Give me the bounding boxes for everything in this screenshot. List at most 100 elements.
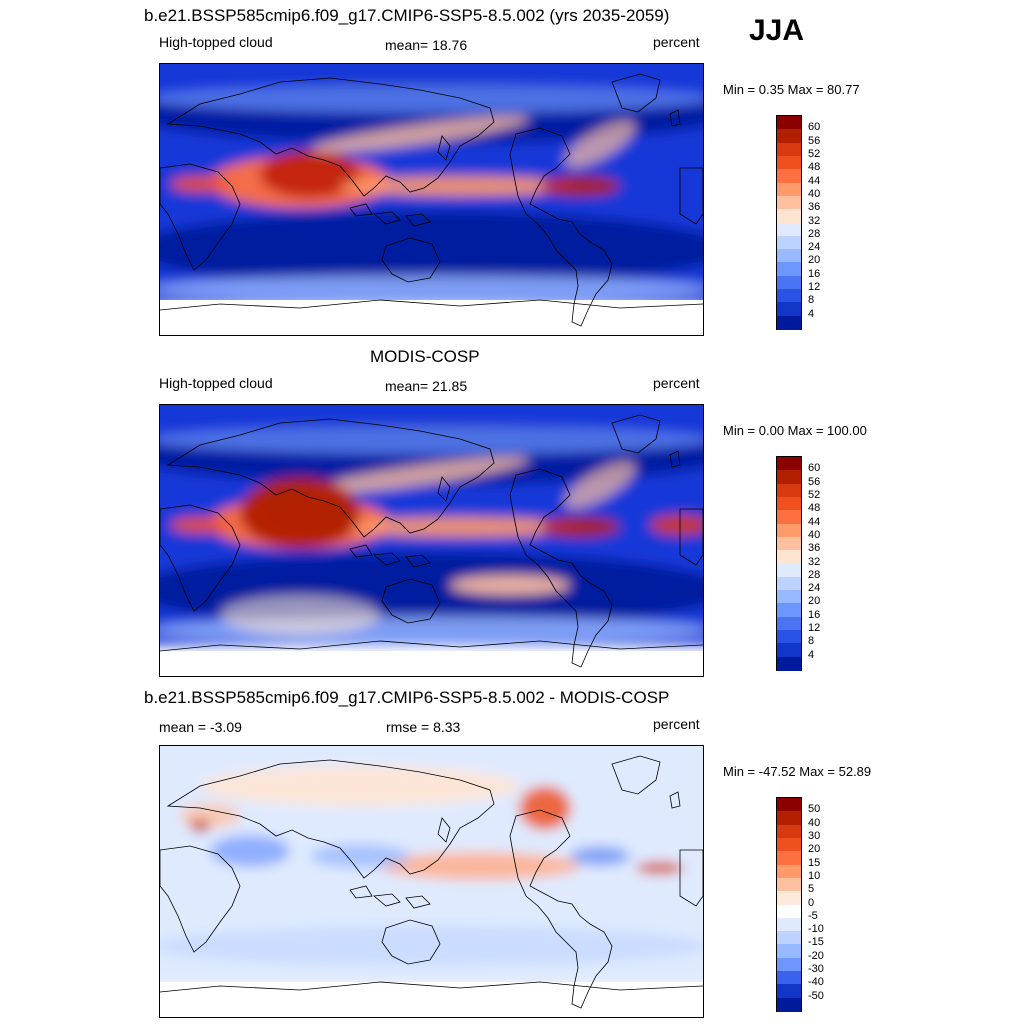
colorbar-tick-label: 48 — [808, 502, 821, 515]
colorbar-tick-label: 36 — [808, 201, 821, 214]
colorbar-swatch — [777, 656, 801, 671]
colorbar-swatch — [777, 483, 801, 498]
colorbar-swatch — [777, 824, 801, 839]
colorbar — [776, 797, 802, 1012]
colorbar-swatch — [777, 997, 801, 1012]
colorbar-tick-label: 15 — [808, 856, 821, 869]
colorbar-swatch — [777, 931, 801, 945]
colorbar-swatch — [777, 851, 801, 866]
colorbar-swatch — [777, 222, 801, 237]
map-plot — [159, 404, 704, 677]
colorbar-swatch — [777, 563, 801, 578]
colorbar-tick-label: -5 — [808, 909, 818, 922]
colorbar-swatch — [777, 536, 801, 551]
colorbar-tick-label: 28 — [808, 227, 821, 240]
map-plot — [159, 745, 704, 1018]
colorbar-tick-label: 60 — [808, 121, 821, 134]
colorbar-swatch — [777, 798, 801, 812]
colorbar-tick-label: 48 — [808, 161, 821, 174]
colorbar-tick-label: 52 — [808, 488, 821, 501]
colorbar-swatch — [777, 957, 801, 972]
colorbar-swatch — [777, 195, 801, 210]
panel-title: b.e21.BSSP585cmip6.f09_g17.CMIP6-SSP5-8.… — [144, 688, 670, 707]
colorbar-swatch — [777, 643, 801, 658]
colorbar-tick-label: -15 — [808, 936, 824, 949]
colorbar-swatch — [777, 864, 801, 879]
colorbar-tick-label: 30 — [808, 829, 821, 842]
panel-title: MODIS-COSP — [370, 347, 480, 366]
colorbar-swatch — [777, 576, 801, 591]
colorbar-tick-label: 4 — [808, 648, 815, 661]
colorbar — [776, 115, 802, 330]
colorbar-tick-label: 28 — [808, 568, 821, 581]
colorbar-swatch — [777, 457, 801, 471]
colorbar-swatch — [777, 616, 801, 631]
colorbar-swatch — [777, 142, 801, 157]
colorbar-swatch — [777, 550, 801, 564]
colorbar-swatch — [777, 971, 801, 985]
colorbar-tick-label: 60 — [808, 462, 821, 475]
colorbar-swatch — [777, 470, 801, 485]
colorbar-tick-label: -20 — [808, 949, 824, 962]
min-max-label: Min = -47.52 Max = 52.89 — [723, 764, 872, 779]
rmse-value: rmse = 8.33 — [386, 719, 461, 735]
units-label: percent — [653, 34, 700, 50]
min-max-label: Min = 0.00 Max = 100.00 — [723, 423, 867, 438]
colorbar-swatch — [777, 891, 801, 905]
colorbar-tick-label: 20 — [808, 595, 821, 608]
colorbar-swatch — [777, 315, 801, 330]
colorbar-tick-label: 56 — [808, 134, 821, 147]
colorbar-swatch — [777, 235, 801, 250]
colorbar-tick-label: 32 — [808, 214, 821, 227]
colorbar-swatch — [777, 249, 801, 263]
colorbar-tick-label: 0 — [808, 896, 815, 909]
colorbar-swatch — [777, 904, 801, 919]
colorbar-tick-label: 20 — [808, 254, 821, 267]
colorbar-tick-label: 56 — [808, 475, 821, 488]
colorbar-swatch — [777, 262, 801, 277]
colorbar-swatch — [777, 984, 801, 999]
colorbar-tick-label: 50 — [808, 803, 821, 816]
colorbar-swatch — [777, 837, 801, 852]
colorbar-swatch — [777, 877, 801, 892]
colorbar-tick-label: 8 — [808, 294, 815, 307]
colorbar-swatch — [777, 289, 801, 303]
colorbar-tick-label: 52 — [808, 147, 821, 160]
colorbar-swatch — [777, 944, 801, 959]
colorbar-tick-label: 8 — [808, 635, 815, 648]
colorbar-tick-label: 40 — [808, 528, 821, 541]
mean-value: mean = -3.09 — [159, 719, 242, 735]
colorbar-swatch — [777, 155, 801, 170]
colorbar-swatch — [777, 603, 801, 618]
colorbar-swatch — [777, 116, 801, 130]
colorbar-swatch — [777, 496, 801, 511]
mean-value: mean= 18.76 — [385, 37, 468, 53]
colorbar-swatch — [777, 510, 801, 525]
colorbar-tick-label: 12 — [808, 622, 821, 635]
min-max-label: Min = 0.35 Max = 80.77 — [723, 82, 860, 97]
colorbar-tick-label: 16 — [808, 267, 821, 280]
colorbar-tick-label: 4 — [808, 307, 815, 320]
colorbar-tick-label: -40 — [808, 976, 824, 989]
variable-label: High-topped cloud — [159, 34, 273, 50]
colorbar-swatch — [777, 275, 801, 290]
colorbar-swatch — [777, 182, 801, 197]
colorbar-tick-label: 40 — [808, 816, 821, 829]
colorbar-swatch — [777, 302, 801, 317]
colorbar-swatch — [777, 811, 801, 826]
colorbar-swatch — [777, 630, 801, 644]
colorbar-tick-label: 32 — [808, 555, 821, 568]
colorbar-swatch — [777, 523, 801, 538]
colorbar-tick-label: 44 — [808, 515, 821, 528]
map-plot — [159, 63, 704, 336]
colorbar-tick-label: 24 — [808, 241, 821, 254]
colorbar-swatch — [777, 590, 801, 604]
colorbar-swatch — [777, 169, 801, 184]
colorbar-tick-label: 10 — [808, 869, 821, 882]
colorbar-tick-label: -50 — [808, 989, 824, 1002]
season-label: JJA — [749, 14, 805, 47]
colorbar-tick-label: -30 — [808, 963, 824, 976]
mean-value: mean= 21.85 — [385, 378, 468, 394]
colorbar-tick-label: 24 — [808, 582, 821, 595]
colorbar — [776, 456, 802, 671]
